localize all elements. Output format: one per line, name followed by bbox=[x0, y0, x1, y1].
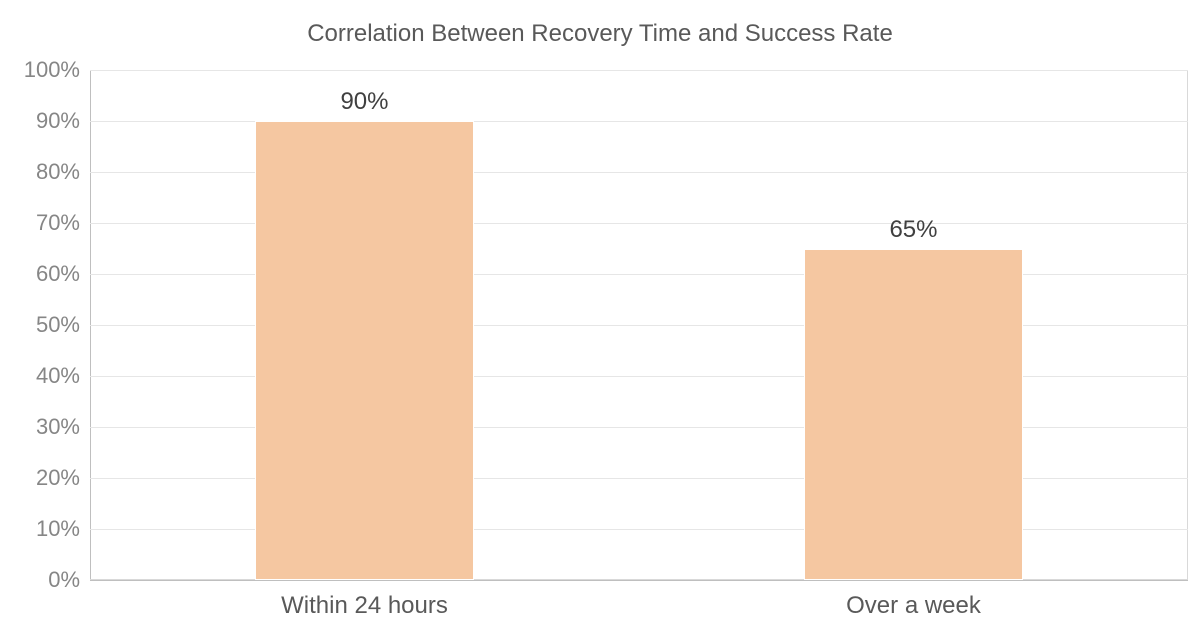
gridline bbox=[90, 580, 1188, 581]
bar: 90% bbox=[255, 121, 475, 580]
y-tick-label: 50% bbox=[10, 312, 80, 338]
y-tick-label: 0% bbox=[10, 567, 80, 593]
y-tick-label: 20% bbox=[10, 465, 80, 491]
plot-area: 0%10%20%30%40%50%60%70%80%90%100%90%With… bbox=[90, 70, 1188, 580]
bar: 65% bbox=[804, 249, 1024, 581]
bar-value-label: 65% bbox=[805, 216, 1023, 244]
y-tick-label: 30% bbox=[10, 414, 80, 440]
y-tick-label: 80% bbox=[10, 159, 80, 185]
chart-title: Correlation Between Recovery Time and Su… bbox=[0, 20, 1200, 48]
y-tick-label: 70% bbox=[10, 210, 80, 236]
x-tick-label: Over a week bbox=[639, 592, 1188, 620]
y-tick-label: 10% bbox=[10, 516, 80, 542]
y-tick-label: 90% bbox=[10, 108, 80, 134]
y-tick-label: 40% bbox=[10, 363, 80, 389]
y-tick-label: 60% bbox=[10, 261, 80, 287]
gridline bbox=[90, 70, 1188, 71]
y-tick-label: 100% bbox=[10, 57, 80, 83]
bar-value-label: 90% bbox=[256, 88, 474, 116]
x-tick-label: Within 24 hours bbox=[90, 592, 639, 620]
bar-chart: Correlation Between Recovery Time and Su… bbox=[0, 0, 1200, 644]
